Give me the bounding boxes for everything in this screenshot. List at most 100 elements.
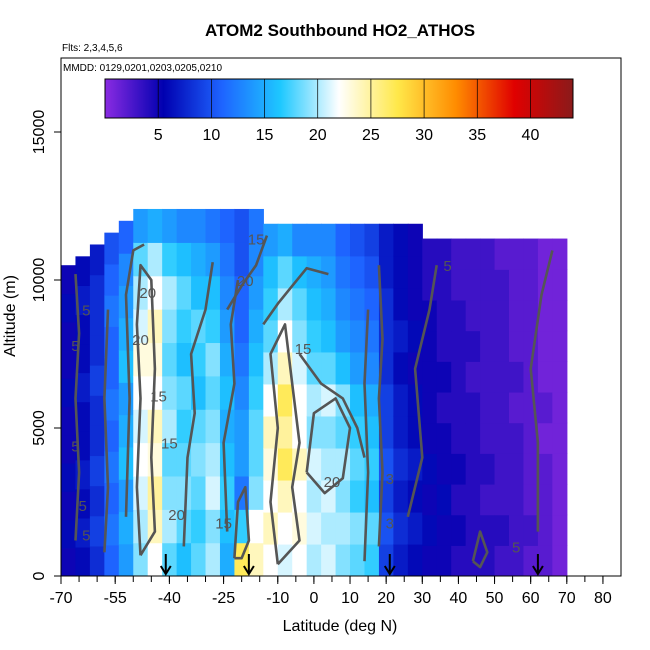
heatmap-cell [393, 319, 409, 353]
contour-line [226, 235, 269, 311]
heatmap-cell [552, 391, 568, 424]
heatmap-cell [494, 299, 510, 332]
heatmap-cell [378, 415, 394, 449]
heatmap-cell [364, 351, 380, 385]
heatmap-cell [350, 479, 366, 513]
heatmap-cell [436, 453, 452, 485]
heatmap-cell [451, 330, 467, 362]
heatmap-cell [89, 455, 105, 487]
heatmap-cell [306, 287, 322, 321]
heatmap-cell [364, 255, 380, 289]
heatmap-cell [176, 275, 192, 310]
heatmap-cell [451, 238, 467, 270]
heatmap-cell [61, 491, 77, 521]
contour-label: 3 [386, 471, 394, 488]
contour-line [222, 279, 240, 532]
heatmap-cell [350, 447, 366, 481]
heatmap-cell [422, 361, 438, 393]
heatmap-cell [509, 238, 525, 270]
heatmap-cell [509, 361, 525, 393]
heatmap-cell [306, 255, 322, 289]
heatmap-cell [436, 545, 452, 576]
heatmap-cell [436, 238, 452, 270]
heatmap-cell [552, 545, 568, 576]
heatmap-cell [321, 223, 337, 257]
flights-label: Flts: 2,3,4,5,6 [62, 43, 123, 54]
heatmap-cell [350, 383, 366, 417]
heatmap-cell [335, 255, 351, 289]
heatmap-cell [89, 304, 105, 336]
heatmap-cell [465, 299, 481, 332]
heatmap-cell [422, 238, 438, 270]
heatmap-cell [393, 223, 409, 257]
heatmap-cell [277, 511, 293, 545]
heatmap-cell [234, 309, 250, 344]
heatmap-cell [509, 330, 525, 362]
heatmap-cell [537, 391, 553, 424]
heatmap-cell [451, 391, 467, 424]
heatmap-cell [306, 511, 322, 545]
heatmap-cell [393, 383, 409, 417]
heatmap-cell [465, 514, 481, 546]
heatmap-cell [552, 483, 568, 516]
heatmap-cell [147, 208, 163, 243]
heatmap-cell [263, 415, 279, 449]
y-axis-label: Altitude (m) [2, 275, 19, 357]
heatmap-cell [465, 269, 481, 301]
contour-label: 15 [215, 516, 232, 533]
heatmap-cell [378, 351, 394, 385]
heatmap-cell [494, 330, 510, 362]
heatmap-cell [552, 330, 568, 362]
heatmap-cell [523, 299, 539, 332]
heatmap-cell [407, 223, 423, 257]
heatmap-cell [465, 361, 481, 393]
heatmap-cell [104, 419, 120, 452]
heatmap-cell [523, 514, 539, 546]
heatmap-cell [205, 242, 221, 277]
contour-label: 20 [168, 507, 185, 524]
contour-label: 15 [295, 341, 312, 358]
contour-label: 20 [324, 474, 341, 491]
heatmap-cell [393, 255, 409, 289]
heatmap-cell [552, 422, 568, 454]
heatmap-cell [335, 319, 351, 353]
contour-layer [74, 235, 554, 569]
heatmap-cell [480, 422, 496, 454]
heatmap-cell [176, 342, 192, 377]
heatmap-cell [494, 269, 510, 301]
heatmap-cell [451, 453, 467, 485]
heatmap-cell [205, 509, 221, 544]
heatmap-cell [277, 415, 293, 449]
heatmap-cell [191, 275, 207, 310]
heatmap-cell [378, 511, 394, 545]
heatmap-cell [61, 265, 77, 295]
heatmap-cell [422, 391, 438, 424]
heatmap-layer [61, 208, 568, 576]
heatmap-cell [523, 453, 539, 485]
heatmap-cell [364, 543, 380, 576]
heatmap-cell [436, 361, 452, 393]
heatmap-cell [494, 361, 510, 393]
heatmap-cell [422, 422, 438, 454]
heatmap-cell [465, 483, 481, 516]
heatmap-cell [89, 545, 105, 576]
contour-label: 5 [512, 539, 520, 556]
contour-label: 15 [150, 388, 167, 405]
heatmap-cell [277, 255, 293, 289]
heatmap-cell [494, 545, 510, 576]
heatmap-cell [219, 475, 236, 510]
contour-line [262, 266, 329, 326]
marker-arrow-head [243, 565, 255, 576]
heatmap-cell [422, 545, 438, 576]
heatmap-cell [321, 415, 337, 449]
x-tick-label: 20 [377, 590, 395, 607]
heatmap-cell [436, 483, 452, 516]
heatmap-cell [118, 349, 134, 383]
heatmap-cell [61, 519, 77, 549]
contour-label: 3 [386, 516, 394, 533]
heatmap-cell [350, 351, 366, 385]
heatmap-cell [162, 375, 178, 410]
heatmap-cell [89, 274, 105, 306]
heatmap-cell [393, 287, 409, 321]
